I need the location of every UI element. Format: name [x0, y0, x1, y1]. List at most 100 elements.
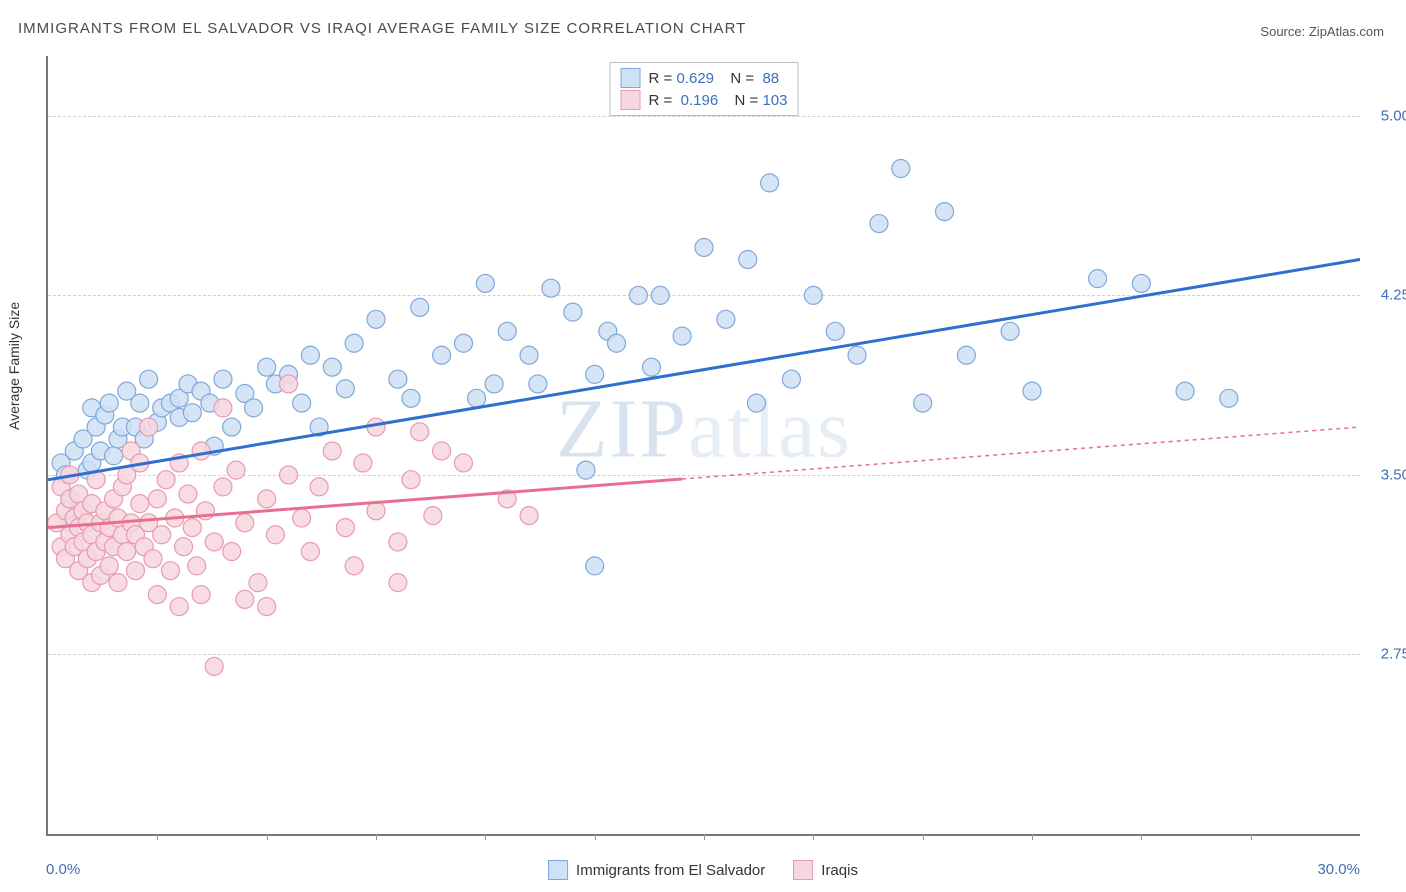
chart-svg — [48, 56, 1360, 834]
data-point — [586, 557, 604, 575]
data-point — [739, 250, 757, 268]
data-point — [673, 327, 691, 345]
x-minor-tick — [157, 834, 158, 840]
data-point — [323, 442, 341, 460]
data-point — [192, 442, 210, 460]
data-point — [529, 375, 547, 393]
r-value-1: 0.196 — [681, 92, 719, 109]
data-point — [345, 334, 363, 352]
legend-swatch-0 — [621, 68, 641, 88]
data-point — [454, 454, 472, 472]
data-point — [1089, 270, 1107, 288]
data-point — [936, 203, 954, 221]
data-point — [782, 370, 800, 388]
data-point — [336, 519, 354, 537]
legend-item: Iraqis — [793, 860, 858, 880]
y-tick-label: 3.50 — [1366, 466, 1406, 483]
data-point — [100, 394, 118, 412]
data-point — [433, 442, 451, 460]
data-point — [148, 586, 166, 604]
data-point — [153, 526, 171, 544]
source-value: ZipAtlas.com — [1309, 24, 1384, 39]
data-point — [236, 514, 254, 532]
data-point — [258, 598, 276, 616]
data-point — [1001, 322, 1019, 340]
legend-swatch-bottom-0 — [548, 860, 568, 880]
x-minor-tick — [1032, 834, 1033, 840]
legend-label-1: Iraqis — [821, 862, 858, 879]
data-point — [280, 375, 298, 393]
data-point — [227, 461, 245, 479]
data-point — [170, 598, 188, 616]
data-point — [205, 533, 223, 551]
data-point — [1132, 274, 1150, 292]
r-value-0: 0.629 — [676, 70, 714, 87]
legend-swatch-1 — [621, 90, 641, 110]
data-point — [389, 533, 407, 551]
data-point — [354, 454, 372, 472]
data-point — [301, 346, 319, 364]
data-point — [161, 562, 179, 580]
data-point — [629, 286, 647, 304]
x-minor-tick — [1251, 834, 1252, 840]
trend-line-extension — [682, 427, 1360, 479]
data-point — [389, 370, 407, 388]
data-point — [245, 399, 263, 417]
data-point — [105, 447, 123, 465]
data-point — [542, 279, 560, 297]
data-point — [367, 502, 385, 520]
data-point — [1220, 389, 1238, 407]
legend-label-0: Immigrants from El Salvador — [576, 862, 765, 879]
data-point — [179, 485, 197, 503]
data-point — [914, 394, 932, 412]
data-point — [280, 466, 298, 484]
data-point — [266, 526, 284, 544]
data-point — [804, 286, 822, 304]
data-point — [126, 562, 144, 580]
data-point — [826, 322, 844, 340]
data-point — [223, 543, 241, 561]
data-point — [249, 574, 267, 592]
data-point — [848, 346, 866, 364]
data-point — [144, 550, 162, 568]
data-point — [892, 160, 910, 178]
source-label: Source: — [1260, 24, 1305, 39]
legend-swatch-bottom-1 — [793, 860, 813, 880]
chart-title: IMMIGRANTS FROM EL SALVADOR VS IRAQI AVE… — [18, 20, 746, 37]
data-point — [468, 389, 486, 407]
data-point — [643, 358, 661, 376]
data-point — [424, 507, 442, 525]
data-point — [870, 215, 888, 233]
x-minor-tick — [704, 834, 705, 840]
data-point — [140, 370, 158, 388]
legend-stats: R = 0.629 N = 88 R = 0.196 N = 103 — [610, 62, 799, 116]
data-point — [389, 574, 407, 592]
x-minor-tick — [923, 834, 924, 840]
data-point — [293, 509, 311, 527]
x-tick-max: 30.0% — [1317, 861, 1360, 878]
data-point — [188, 557, 206, 575]
data-point — [336, 380, 354, 398]
legend-item: Immigrants from El Salvador — [548, 860, 765, 880]
data-point — [109, 574, 127, 592]
x-minor-tick — [267, 834, 268, 840]
data-point — [175, 538, 193, 556]
x-minor-tick — [376, 834, 377, 840]
x-tick-min: 0.0% — [46, 861, 80, 878]
data-point — [140, 418, 158, 436]
y-tick-label: 4.25 — [1366, 287, 1406, 304]
data-point — [402, 389, 420, 407]
data-point — [520, 507, 538, 525]
data-point — [747, 394, 765, 412]
data-point — [192, 586, 210, 604]
data-point — [214, 370, 232, 388]
data-point — [293, 394, 311, 412]
data-point — [205, 657, 223, 675]
x-minor-tick — [595, 834, 596, 840]
data-point — [214, 399, 232, 417]
data-point — [608, 334, 626, 352]
data-point — [520, 346, 538, 364]
data-point — [577, 461, 595, 479]
data-point — [183, 519, 201, 537]
data-point — [345, 557, 363, 575]
